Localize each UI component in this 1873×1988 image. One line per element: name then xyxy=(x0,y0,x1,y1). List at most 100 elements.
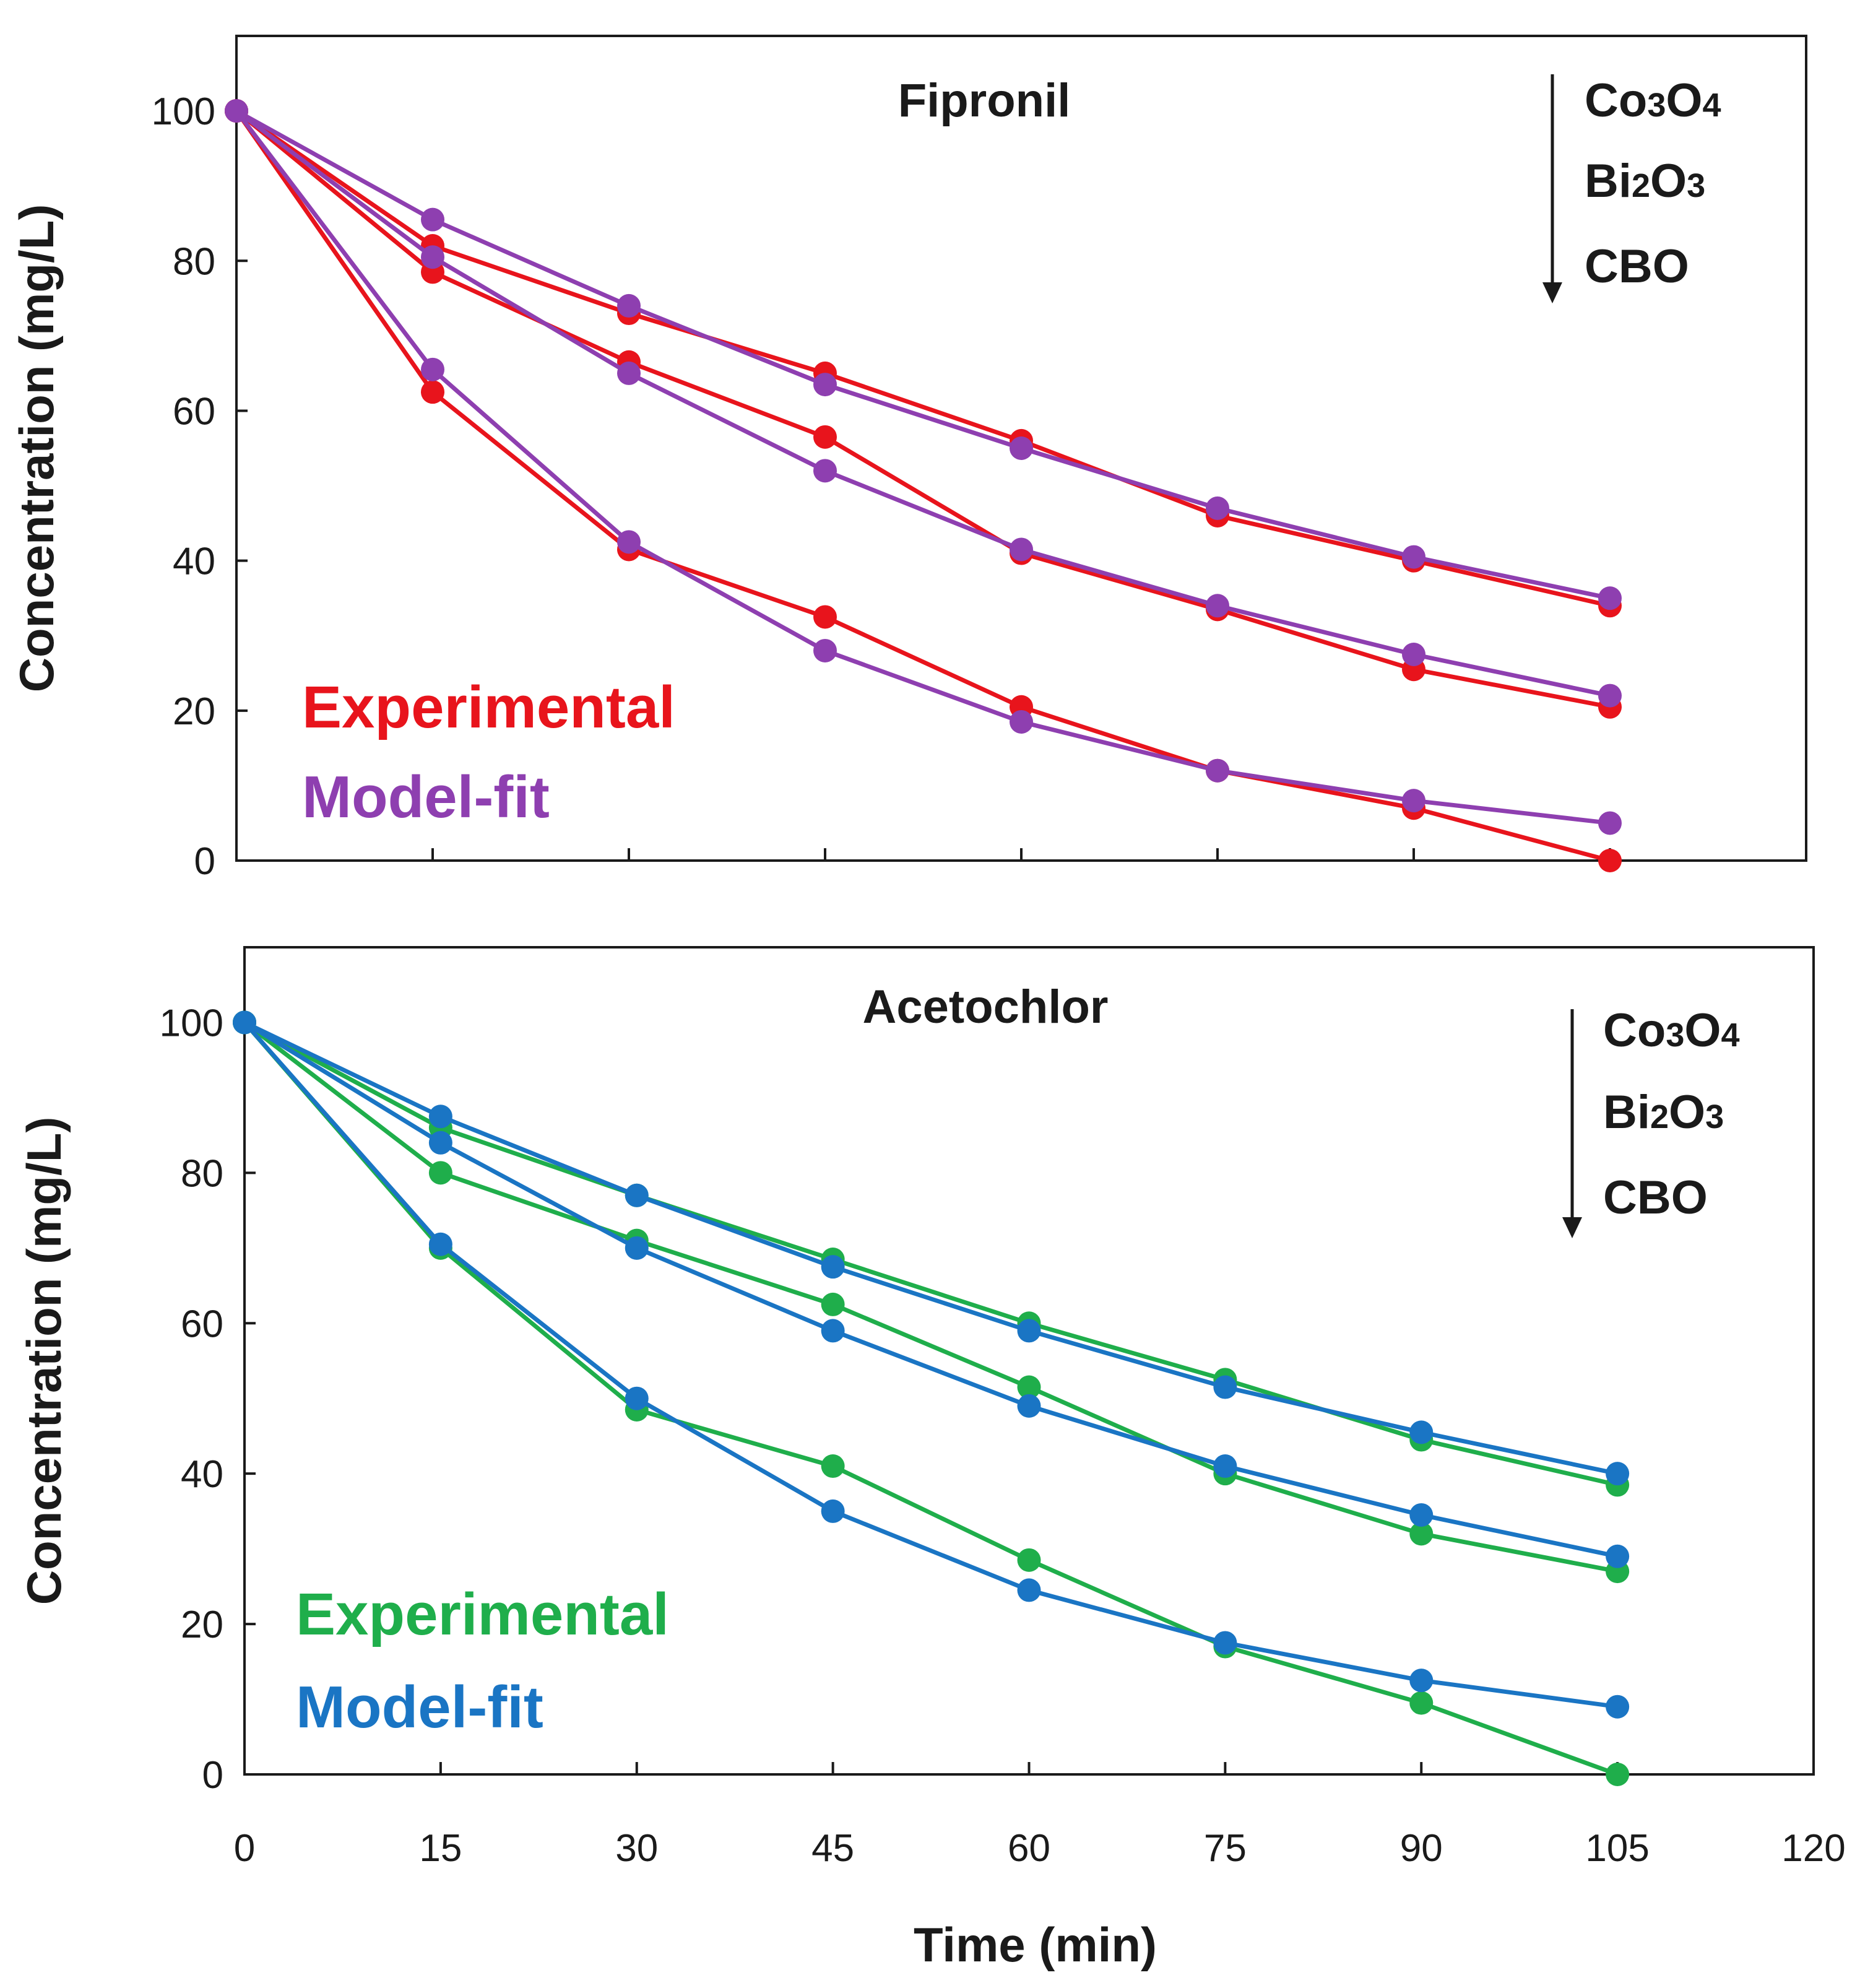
data-point xyxy=(821,1292,845,1316)
y-tick-label: 60 xyxy=(173,390,215,433)
data-point xyxy=(1010,710,1033,734)
panel-title: Acetochlor xyxy=(863,981,1109,1033)
data-point xyxy=(1017,1319,1041,1343)
y-tick-label: 20 xyxy=(173,690,215,733)
data-point xyxy=(1017,1394,1041,1418)
y-axis-title: Concentration (mg/L) xyxy=(17,1117,71,1605)
y-tick-label: 20 xyxy=(181,1604,223,1646)
panel-title: Fipronil xyxy=(898,74,1071,127)
acetochlor-panel: 0 20 40 60 80 100 0 15 30 45 60 75 90 105 120 Time (min… xyxy=(17,946,1846,1972)
data-point xyxy=(1606,1462,1630,1486)
data-point xyxy=(617,361,641,385)
y-tick-label: 100 xyxy=(160,1002,223,1044)
y-tick-label: 100 xyxy=(152,90,215,133)
y-tick-label: 40 xyxy=(173,540,215,583)
series-line-experimental-3 xyxy=(243,1020,1618,1574)
x-tick-label: 0 xyxy=(234,1827,255,1870)
data-point xyxy=(1017,1375,1041,1399)
data-point xyxy=(1017,1548,1041,1572)
data-point xyxy=(1213,1375,1237,1399)
data-point xyxy=(1402,643,1425,666)
series-line-model-fit-6 xyxy=(235,109,1611,825)
x-tick-label: 60 xyxy=(1008,1827,1050,1870)
data-point xyxy=(821,1454,845,1478)
data-point xyxy=(1206,594,1229,618)
data-point xyxy=(1409,1691,1434,1715)
data-point xyxy=(813,638,837,662)
data-point xyxy=(1010,537,1033,562)
data-point xyxy=(428,1131,452,1155)
data-point xyxy=(428,1161,452,1185)
y-tick-label: 60 xyxy=(181,1303,223,1345)
data-point xyxy=(1598,811,1622,835)
fipronil-panel: 0 20 40 60 80 100 Concentration (mg/L) Fipronil… xyxy=(9,35,1807,883)
catalyst-label: CBO xyxy=(1585,240,1689,293)
x-tick-label: 90 xyxy=(1400,1827,1443,1870)
catalyst-order-arrow-head xyxy=(1562,1217,1582,1238)
series-line-model-fit-4 xyxy=(235,109,1611,698)
series-line-model-fit-4 xyxy=(243,1020,1618,1559)
data-point xyxy=(617,293,641,318)
y-tick-label: 40 xyxy=(181,1453,223,1496)
series-line-model-fit-2 xyxy=(235,109,1611,601)
data-point xyxy=(813,373,837,397)
data-point xyxy=(813,425,837,449)
data-point xyxy=(625,1236,649,1260)
plot-area-frame xyxy=(243,946,1815,1776)
data-point xyxy=(1010,436,1033,460)
data-point xyxy=(1402,545,1425,569)
legend-label-model-fit: Model-fit xyxy=(302,764,550,830)
y-tick-label: 0 xyxy=(194,840,215,883)
x-tick-label: 120 xyxy=(1781,1827,1845,1870)
data-point xyxy=(813,605,837,629)
data-point xyxy=(625,1386,649,1410)
data-point xyxy=(421,245,444,269)
data-point xyxy=(1206,758,1229,783)
data-point xyxy=(1206,496,1229,520)
data-point xyxy=(821,1499,845,1523)
catalyst-label: Bi2O3 xyxy=(1603,1086,1724,1139)
data-point xyxy=(428,1105,452,1129)
data-point xyxy=(1409,1503,1434,1527)
data-point xyxy=(821,1255,845,1279)
data-point xyxy=(428,1232,452,1256)
data-point xyxy=(617,530,641,554)
series-line-model-fit-2 xyxy=(243,1020,1618,1476)
catalyst-label: Bi2O3 xyxy=(1585,155,1705,207)
legend-label-model-fit: Model-fit xyxy=(296,1674,543,1740)
x-tick-label: 15 xyxy=(419,1827,462,1870)
data-point xyxy=(421,357,444,381)
data-point xyxy=(1409,1669,1434,1693)
y-tick-label: 80 xyxy=(181,1152,223,1195)
data-point xyxy=(233,1010,256,1035)
catalyst-label: Co3O4 xyxy=(1603,1004,1740,1057)
data-point xyxy=(1213,1631,1237,1655)
legend-label-experimental: Experimental xyxy=(296,1581,669,1647)
data-point xyxy=(1598,684,1622,708)
data-point xyxy=(1017,1578,1041,1602)
y-tick-label: 0 xyxy=(202,1754,223,1797)
series-line-experimental-1 xyxy=(243,1020,1618,1487)
data-point xyxy=(625,1183,649,1207)
data-point xyxy=(1213,1454,1237,1478)
data-point xyxy=(1606,1763,1630,1786)
legend-label-experimental: Experimental xyxy=(302,674,675,740)
data-point xyxy=(1606,1695,1630,1719)
catalyst-order-arrow-head xyxy=(1542,282,1562,303)
catalyst-label: Co3O4 xyxy=(1585,74,1721,127)
x-tick-label: 45 xyxy=(811,1827,854,1870)
x-axis-title: Time (min) xyxy=(914,1917,1157,1972)
data-point xyxy=(821,1319,845,1343)
series-line-model-fit-6 xyxy=(243,1021,1618,1709)
data-point xyxy=(1598,849,1622,872)
data-point xyxy=(421,207,444,232)
data-point xyxy=(813,459,837,483)
data-point xyxy=(1598,586,1622,610)
x-tick-label: 75 xyxy=(1204,1827,1247,1870)
y-axis-title: Concentration (mg/L) xyxy=(9,204,64,693)
data-point xyxy=(1409,1522,1434,1546)
x-tick-label: 105 xyxy=(1585,1827,1649,1870)
catalyst-label: CBO xyxy=(1603,1171,1708,1224)
data-point xyxy=(1606,1544,1630,1568)
